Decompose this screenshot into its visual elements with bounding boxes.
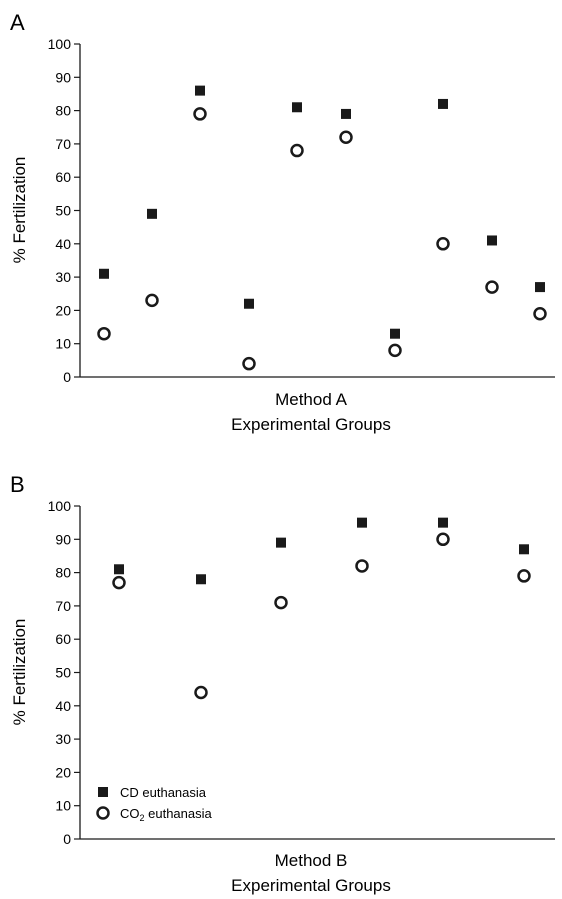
panel-a: A 0 10 20 30 40 50 60 70 80 90 100 % Fertilization… <box>10 10 555 434</box>
panel-a-cd-point <box>341 108 351 119</box>
panel-b-y-tick-label: 20 <box>55 764 71 780</box>
panel-a-y-tick-label: 80 <box>55 103 71 119</box>
panel-a-points <box>97 85 547 371</box>
panel-a-cd-point <box>390 328 400 339</box>
panel-b-cd-point <box>196 574 206 585</box>
panel-a-cd-point <box>438 98 448 109</box>
panel-b-cd-point <box>276 537 286 548</box>
panel-a-co2-point <box>145 293 159 308</box>
panel-a-y-tick-label: 100 <box>48 36 72 52</box>
panel-a-x-axis-label-line1: Method A <box>275 390 347 409</box>
panel-a-co2-point <box>388 343 402 358</box>
panel-a-co2-point <box>485 280 499 294</box>
panel-a-y-tick-label: 10 <box>55 336 71 352</box>
panel-b-cd-point <box>114 564 124 575</box>
panel-b-cd-point <box>438 517 448 528</box>
panel-b-y-tick-label: 90 <box>55 531 71 547</box>
panel-a-cd-point <box>487 235 497 246</box>
panel-b-y-tick-label: 80 <box>55 565 71 581</box>
panel-a-y-axis-label: % Fertilization <box>10 157 29 264</box>
panel-b-co2-point <box>112 575 126 590</box>
panel-b-co2-point <box>274 595 288 610</box>
panel-b-cd-point <box>357 517 367 528</box>
panel-a-cd-point <box>99 268 109 279</box>
panel-a-letter: A <box>10 10 25 35</box>
panel-b-co2-point <box>355 559 369 573</box>
panel-b-y-tick-label: 40 <box>55 698 71 714</box>
panel-b-co2-point <box>194 685 208 700</box>
legend-label-co2-subscript: 2 <box>140 813 145 823</box>
panel-a-co2-point <box>97 326 111 341</box>
panel-b-legend: CD euthanasia CO2 euthanasia <box>96 785 213 823</box>
panel-a-co2-point <box>242 356 256 371</box>
panel-b-y-axis: 0 10 20 30 40 50 60 70 80 90 100 <box>48 498 80 847</box>
panel-a-y-tick-label: 0 <box>63 369 71 385</box>
panel-a-y-tick-label: 50 <box>55 203 71 219</box>
panel-a-y-tick-label: 20 <box>55 302 71 318</box>
panel-a-y-tick-label: 40 <box>55 236 71 252</box>
legend-label-co2-suffix: euthanasia <box>145 806 213 821</box>
panel-b-y-tick-label: 100 <box>48 498 72 514</box>
panel-b-y-tick-label: 10 <box>55 798 71 814</box>
panel-b-co2-point <box>517 569 531 583</box>
panel-a-cd-point <box>292 102 302 113</box>
panel-b-points <box>112 517 531 700</box>
panel-a-cd-point <box>535 282 545 293</box>
panel-b-y-tick-label: 60 <box>55 631 71 647</box>
panel-a-y-tick-label: 90 <box>55 69 71 85</box>
panel-a-co2-point <box>436 237 450 251</box>
panel-b-y-tick-label: 30 <box>55 731 71 747</box>
panel-a-y-tick-label: 70 <box>55 136 71 152</box>
panel-a-x-axis-label-line2: Experimental Groups <box>231 415 391 434</box>
legend-square-icon <box>98 787 108 797</box>
legend-label-co2: CO2 euthanasia <box>120 806 213 823</box>
panel-a-y-axis: 0 10 20 30 40 50 60 70 80 90 100 <box>48 36 80 385</box>
panel-a-cd-point <box>195 85 205 96</box>
panel-a-cd-point <box>244 298 254 309</box>
panel-b-x-axis-label-line1: Method B <box>275 851 348 870</box>
panel-b: B 0 10 20 30 40 50 60 70 80 90 100 % Fertilization… <box>10 472 555 895</box>
panel-a-co2-point <box>193 107 207 121</box>
panel-a-cd-point <box>147 208 157 219</box>
panel-b-cd-point <box>519 544 529 555</box>
panel-a-y-tick-label: 30 <box>55 269 71 285</box>
panel-b-letter: B <box>10 472 25 497</box>
panel-b-y-tick-label: 0 <box>63 831 71 847</box>
panel-b-y-tick-label: 50 <box>55 665 71 681</box>
legend-circle-icon <box>96 806 110 820</box>
panel-b-y-axis-label: % Fertilization <box>10 619 29 726</box>
legend-label-co2-base: CO <box>120 806 140 821</box>
panel-a-co2-point <box>533 306 547 321</box>
panel-a-co2-point <box>290 143 304 158</box>
panel-b-y-tick-label: 70 <box>55 598 71 614</box>
panel-a-co2-point <box>339 130 353 144</box>
panel-b-x-axis-label-line2: Experimental Groups <box>231 876 391 895</box>
panel-b-co2-point <box>436 532 450 547</box>
legend-label-cd: CD euthanasia <box>120 785 207 800</box>
panel-a-y-tick-label: 60 <box>55 169 71 185</box>
